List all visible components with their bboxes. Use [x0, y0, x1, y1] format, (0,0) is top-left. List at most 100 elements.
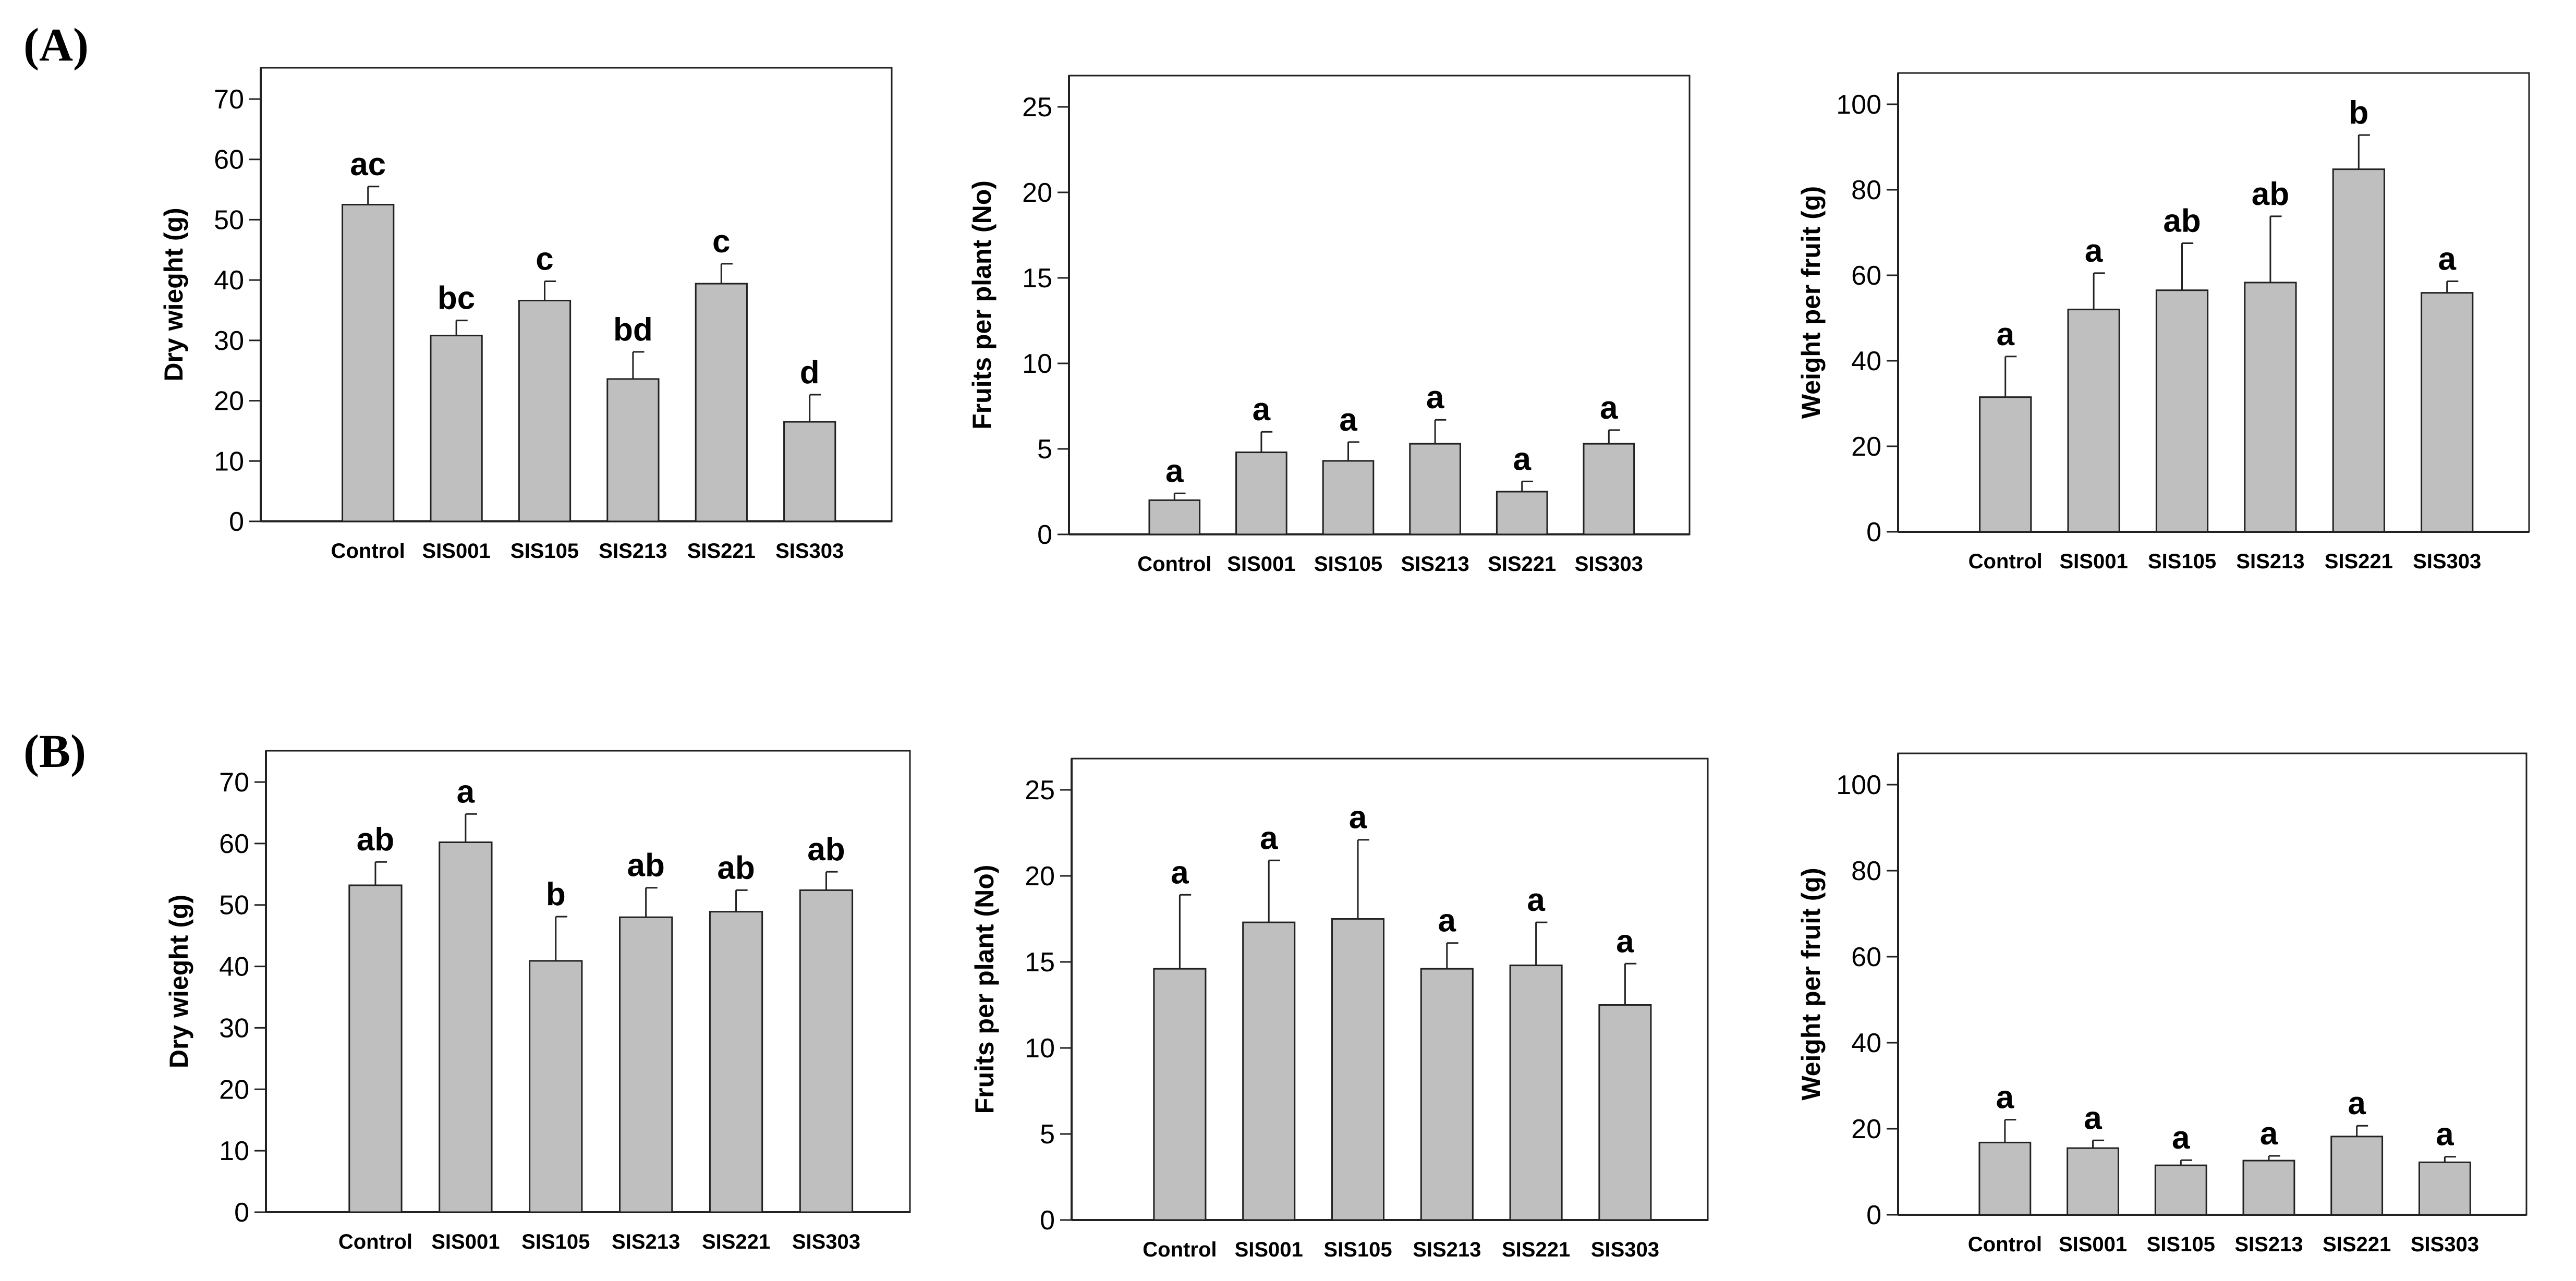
chart-a1: 0 10 20 30 40 50 60 70 Dry wieght (g) ac Control bc… [159, 67, 893, 563]
x-category-label: SIS221 [687, 540, 756, 563]
x-category-label: SIS213 [599, 540, 667, 563]
x-category-label: SIS221 [1502, 1238, 1570, 1261]
x-category-label: SIS213 [1401, 553, 1469, 576]
x-category-label: SIS303 [2411, 1233, 2479, 1256]
significance-letter: a [2348, 1085, 2366, 1121]
y-tick-label: 60 [219, 829, 249, 859]
y-tick-label: 10 [214, 446, 244, 477]
y-tick-label: 20 [1025, 861, 1055, 892]
bar [2067, 1147, 2119, 1216]
y-axis-label: Weight per fruit (g) [1796, 868, 1826, 1100]
x-category-label: SIS001 [422, 540, 490, 563]
y-tick-label: 30 [219, 1013, 249, 1043]
significance-letter: a [1600, 390, 1618, 426]
significance-letter: a [1339, 402, 1357, 438]
y-tick-label: 20 [1851, 432, 1881, 462]
x-category-label: Control [331, 540, 405, 563]
x-category-label: SIS213 [2234, 1233, 2303, 1256]
significance-letter: a [1438, 903, 1456, 939]
bar [1235, 452, 1287, 535]
y-tick-label: 0 [1040, 1205, 1055, 1236]
y-tick-label: 70 [214, 84, 244, 115]
bar [1153, 968, 1207, 1221]
y-tick-label: 20 [214, 386, 244, 417]
bar [1242, 921, 1296, 1221]
x-category-label: Control [1969, 550, 2043, 573]
y-tick-label: 60 [214, 145, 244, 175]
y-tick-label: 100 [1836, 770, 1881, 800]
y-tick-label: 15 [1025, 947, 1055, 978]
x-category-label: SIS001 [2059, 1233, 2127, 1256]
x-category-label: SIS001 [1227, 553, 1295, 576]
significance-letter: ab [2163, 203, 2201, 239]
bar [1322, 460, 1375, 535]
y-tick-label: 0 [1037, 520, 1052, 550]
y-tick-label: 60 [1851, 942, 1881, 972]
x-category-label: Control [1137, 553, 1211, 576]
bar [619, 916, 673, 1213]
y-tick-label: 50 [214, 205, 244, 235]
y-tick-label: 60 [1851, 261, 1881, 291]
significance-letter: a [1253, 392, 1271, 428]
x-category-label: Control [338, 1230, 412, 1253]
significance-letter: a [1996, 316, 2014, 352]
x-category-label: SIS001 [2059, 550, 2128, 573]
x-category-label: SIS303 [1575, 553, 1643, 576]
significance-letter: b [546, 876, 566, 912]
bar [709, 911, 763, 1213]
bar [695, 283, 748, 522]
y-tick-label: 20 [1851, 1114, 1881, 1144]
panel-label-b: (B) [23, 726, 86, 777]
x-category-label: SIS221 [1488, 553, 1556, 576]
y-tick-label: 15 [1022, 263, 1052, 294]
x-category-label: SIS221 [2323, 1233, 2391, 1256]
panel-label-a: (A) [23, 19, 89, 71]
significance-letter: a [2085, 233, 2103, 269]
significance-letter: a [1165, 453, 1184, 489]
y-tick-label: 5 [1040, 1119, 1055, 1150]
x-category-label: SIS213 [612, 1230, 680, 1253]
bar [1331, 918, 1385, 1221]
significance-letter: ab [807, 832, 845, 868]
bar [1598, 1004, 1652, 1221]
bar [2244, 282, 2297, 533]
bar [1409, 443, 1461, 535]
significance-letter: a [1349, 800, 1367, 836]
bar [2067, 309, 2120, 533]
bar [529, 960, 583, 1213]
y-tick-label: 0 [234, 1198, 249, 1228]
y-tick-label: 100 [1836, 90, 1881, 120]
x-category-label: SIS001 [431, 1230, 500, 1253]
y-tick-label: 70 [219, 767, 249, 798]
x-category-label: SIS303 [1591, 1238, 1659, 1261]
y-tick-label: 10 [1022, 349, 1052, 379]
y-tick-label: 50 [219, 890, 249, 921]
y-tick-label: 25 [1025, 775, 1055, 806]
significance-letter: a [2436, 1117, 2454, 1153]
bar [2421, 292, 2474, 533]
y-tick-label: 40 [1851, 1028, 1881, 1058]
y-axis-label: Weight per fruit (g) [1796, 186, 1826, 419]
chart-b1: 0 10 20 30 40 50 60 70 Dry wieght (g) ab Control a S… [164, 750, 911, 1253]
significance-letter: a [2438, 241, 2456, 277]
x-category-label: SIS213 [2236, 550, 2304, 573]
y-tick-label: 0 [229, 507, 244, 537]
bar [783, 421, 836, 522]
x-category-label: SIS303 [775, 540, 844, 563]
chart-a3: 0 20 40 60 80 100 Weight per fruit (g) a Control… [1796, 72, 2530, 573]
significance-letter: a [457, 774, 475, 810]
bar [1496, 491, 1548, 535]
significance-letter: bd [613, 312, 653, 348]
bar [2332, 168, 2385, 533]
significance-letter: a [1260, 820, 1278, 856]
x-category-label: SIS105 [2148, 550, 2216, 573]
significance-letter: b [2349, 95, 2368, 131]
bar [799, 889, 854, 1213]
bar [2155, 289, 2209, 533]
bar [2330, 1136, 2384, 1216]
bar [606, 378, 660, 522]
x-category-label: SIS213 [1413, 1238, 1481, 1261]
y-tick-label: 0 [1866, 1200, 1881, 1230]
significance-letter: ab [2252, 176, 2289, 212]
